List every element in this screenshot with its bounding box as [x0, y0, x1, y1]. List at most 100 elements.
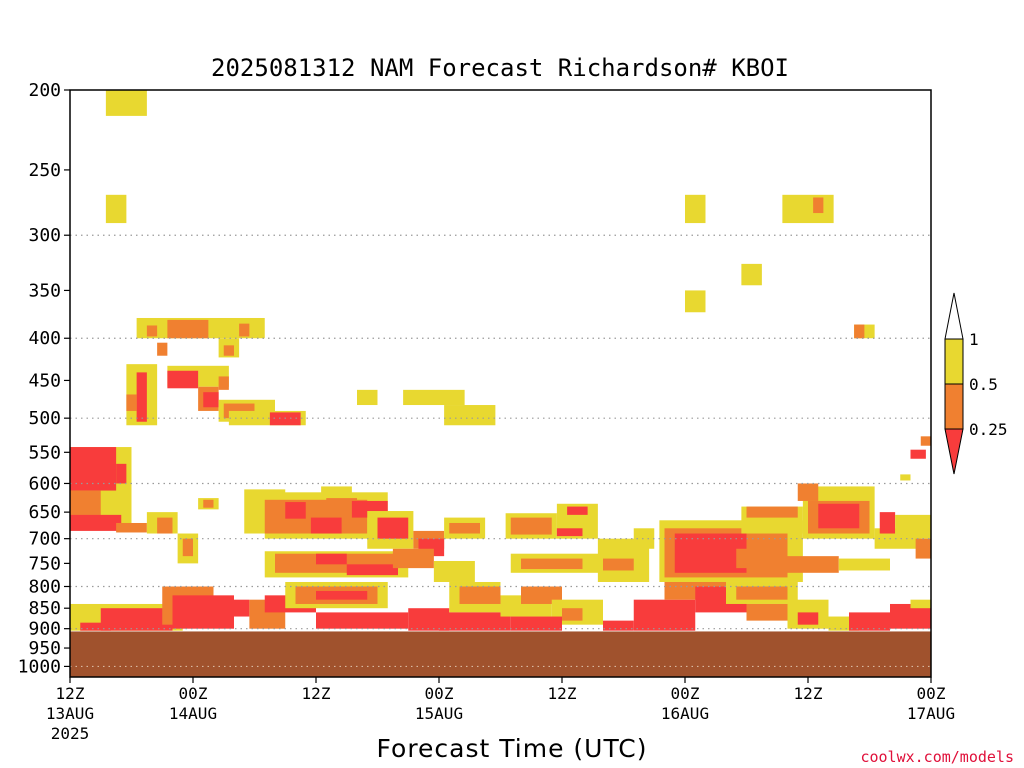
plot-frame: [69, 89, 932, 678]
ri-cell-orange: [920, 436, 931, 446]
x-tick-label-2: 12Z: [302, 684, 331, 703]
ri-cell-yellow: [321, 486, 352, 497]
ri-cell-yellow: [357, 389, 378, 406]
surface-fill: [70, 631, 931, 677]
x-tick-label-7: 00Z: [917, 684, 946, 703]
ri-cell-orange: [797, 483, 819, 501]
ri-cell-orange: [203, 499, 214, 508]
x-tick-date-7: 17AUG: [907, 704, 955, 723]
x-tick-label-5: 00Z: [671, 684, 700, 703]
x-tick-label-6: 12Z: [794, 684, 823, 703]
legend-box-orange: [944, 383, 964, 430]
ri-cell-yellow: [444, 405, 496, 426]
x-tick-label-0: 12Z: [56, 684, 85, 703]
y-tick-label-400: 400: [28, 328, 61, 349]
ri-cell-orange: [746, 506, 798, 518]
ri-cell-orange: [813, 197, 824, 214]
ri-cell-orange: [126, 394, 137, 411]
legend-top-triangle: [944, 292, 964, 340]
ri-cell-red: [346, 564, 398, 576]
ri-cell-yellow: [900, 474, 911, 481]
heatmap-cells: [70, 90, 931, 631]
x-tick-date-0: 13AUG: [46, 704, 94, 723]
ri-cell-red: [510, 616, 562, 631]
ri-cell-orange: [218, 376, 229, 390]
x-tick-label-4: 12Z: [548, 684, 577, 703]
legend-label-1: 0.5: [969, 375, 998, 394]
ri-cell-orange: [915, 538, 931, 559]
x-tick-date-1: 14AUG: [169, 704, 217, 723]
y-tick-label-700: 700: [28, 529, 61, 550]
x-tick-label-3: 00Z: [425, 684, 454, 703]
ri-cell-orange: [116, 522, 147, 533]
ri-cell-red: [203, 392, 219, 408]
ri-cell-yellow: [105, 90, 147, 116]
chart-title: 2025081312 NAM Forecast Richardson# KBOI: [211, 54, 789, 82]
ri-cell-red: [818, 503, 860, 529]
ri-cell-orange: [521, 586, 562, 604]
ri-cell-yellow: [838, 558, 890, 571]
x-tick-label-1: 00Z: [179, 684, 208, 703]
ri-cell-red: [269, 412, 301, 426]
terrain-surface: [70, 631, 931, 677]
y-tick-label-500: 500: [28, 408, 61, 429]
ri-cell-yellow: [685, 290, 706, 313]
ri-cell-red: [100, 608, 173, 631]
ri-cell-orange: [157, 342, 168, 356]
ri-cell-orange: [510, 517, 552, 535]
ri-cell-yellow: [105, 194, 127, 224]
x-axis-label: Forecast Time (UTC): [377, 734, 648, 763]
ri-cell-orange: [182, 538, 193, 557]
ri-cell-red: [213, 599, 250, 617]
ri-cell-orange: [521, 558, 583, 570]
ri-cell-orange: [459, 586, 501, 604]
ri-cell-red: [633, 599, 696, 631]
ri-cell-orange: [854, 324, 865, 339]
y-tick-label-600: 600: [28, 473, 61, 494]
legend-label-2: 0.25: [969, 420, 1008, 439]
y-axis: 200 250 300 350 400 450 500 550 600 650 700 7508008…: [18, 80, 70, 677]
ri-cell-red: [285, 502, 306, 519]
credit-text: coolwx.com/models: [860, 748, 1014, 766]
ri-cell-red: [556, 528, 583, 537]
ri-cell-orange: [392, 548, 434, 569]
ri-cell-orange: [767, 556, 839, 573]
y-tick-label-850: 850: [28, 598, 61, 619]
ri-cell-red: [316, 553, 347, 565]
ri-cell-yellow: [910, 599, 931, 609]
ri-cell-red: [167, 370, 199, 389]
ri-cell-orange: [746, 603, 788, 621]
y-tick-label-650: 650: [28, 502, 61, 523]
ri-cell-orange: [157, 517, 173, 534]
y-tick-label-450: 450: [28, 370, 61, 391]
ri-cell-orange: [736, 586, 788, 600]
ri-cell-orange: [167, 319, 209, 339]
ri-cell-red: [377, 517, 409, 539]
ri-cell-yellow: [633, 528, 655, 549]
ri-cell-red: [70, 514, 122, 531]
grid-lines: [70, 234, 931, 668]
ri-cell-yellow: [782, 194, 834, 224]
legend-box-yellow: [944, 338, 964, 385]
y-tick-label-900: 900: [28, 619, 61, 640]
y-tick-label-550: 550: [28, 442, 61, 463]
ri-cell-red: [674, 533, 747, 573]
x-tick-year-0: 2025: [51, 724, 90, 743]
ri-cell-red: [316, 612, 409, 629]
y-tick-label-1000: 1000: [18, 656, 61, 677]
y-tick-label-300: 300: [28, 225, 61, 246]
ri-cell-orange: [449, 522, 480, 534]
y-tick-label-350: 350: [28, 280, 61, 301]
color-legend: 1 0.5 0.25: [944, 292, 1008, 475]
ri-cell-orange: [603, 558, 634, 571]
ri-cell-red: [879, 512, 896, 534]
ri-cell-red: [136, 372, 147, 422]
y-tick-label-200: 200: [28, 80, 61, 101]
ri-cell-red: [310, 517, 342, 534]
ri-cell-orange: [146, 325, 158, 337]
legend-bottom-triangle: [944, 428, 964, 475]
ri-cell-red: [567, 506, 588, 515]
ri-cell-red: [603, 620, 634, 631]
y-tick-label-750: 750: [28, 553, 61, 574]
